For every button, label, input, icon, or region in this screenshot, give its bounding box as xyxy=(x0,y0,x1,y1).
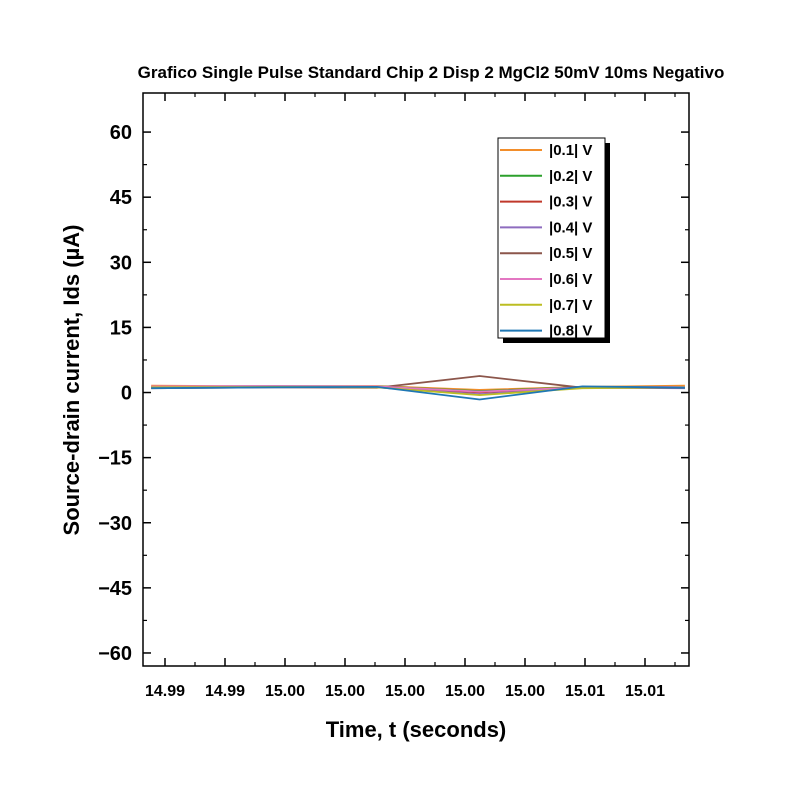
legend-label: |0.6| V xyxy=(549,271,592,288)
y-tick-label: 0 xyxy=(121,383,132,405)
legend-label: |0.8| V xyxy=(549,323,592,340)
legend-label: |0.4| V xyxy=(549,219,592,236)
y-tick-label: 60 xyxy=(110,122,132,144)
x-tick-label: 14.99 xyxy=(205,683,245,700)
y-tick-label: −45 xyxy=(98,578,132,600)
x-axis-label: Time, t (seconds) xyxy=(326,717,507,742)
x-axis: 14.99 14.99 15.00 15.00 15.00 15.00 15.00 15.01… xyxy=(145,93,676,700)
series-line xyxy=(151,385,685,401)
x-tick-label: 15.00 xyxy=(265,683,305,700)
series-lines xyxy=(151,375,685,401)
y-tick-label: 15 xyxy=(110,317,132,339)
legend-label: |0.2| V xyxy=(549,168,592,185)
x-tick-label: 15.00 xyxy=(505,683,545,700)
chart-title: Grafico Single Pulse Standard Chip 2 Dis… xyxy=(138,63,725,82)
x-tick-label: 15.01 xyxy=(625,683,665,700)
x-tick-label: 14.99 xyxy=(145,683,185,700)
y-axis-label: Source-drain current, Ids (µA) xyxy=(59,225,84,536)
legend-label: |0.3| V xyxy=(549,194,592,211)
y-tick-label: −30 xyxy=(98,513,132,535)
y-axis: 60 45 30 15 0 −15 −30 −45 −60 xyxy=(98,122,689,665)
x-tick-label: 15.00 xyxy=(325,683,365,700)
legend-label: |0.5| V xyxy=(549,245,592,262)
legend-label: |0.1| V xyxy=(549,142,592,159)
x-tick-label: 15.00 xyxy=(445,683,485,700)
x-tick-label: 15.00 xyxy=(385,683,425,700)
y-tick-label: 30 xyxy=(110,252,132,274)
y-tick-label: −15 xyxy=(98,448,132,470)
legend-label: |0.7| V xyxy=(549,297,592,314)
x-tick-label: 15.01 xyxy=(565,683,605,700)
y-tick-label: 45 xyxy=(110,187,132,209)
legend: |0.1| V |0.2| V |0.3| V |0.4| V |0.5| V |0.6|… xyxy=(497,137,610,343)
y-tick-label: −60 xyxy=(98,643,132,665)
